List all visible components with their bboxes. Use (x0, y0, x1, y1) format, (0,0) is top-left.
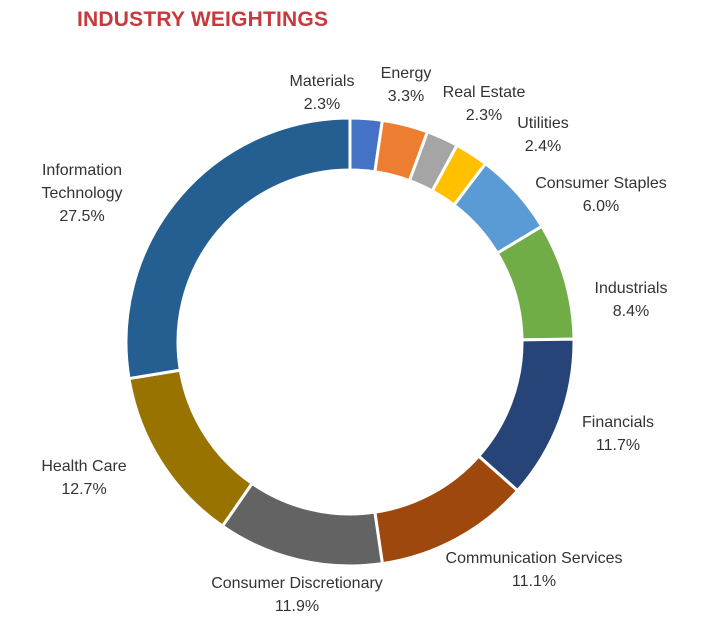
slice-consumer-discretionary (220, 481, 385, 568)
value-label: 12.7% (61, 481, 106, 498)
value-label: 11.1% (512, 573, 556, 590)
data-label-consumer-staples: Consumer Staples 6.0% (535, 175, 667, 215)
category-label: Utilities (517, 115, 569, 132)
value-label: 2.3% (304, 96, 340, 113)
value-label: 2.4% (525, 138, 561, 155)
chart-title: INDUSTRY WEIGHTINGS (77, 8, 329, 31)
category-label: Technology (42, 185, 123, 202)
value-label: 2.3% (466, 107, 502, 124)
category-label: Financials (582, 414, 654, 431)
data-label-utilities: Utilities 2.4% (517, 115, 569, 155)
value-label: 11.9% (275, 598, 319, 615)
category-label: Consumer Staples (535, 175, 667, 192)
category-label: Communication Services (446, 550, 623, 567)
slice-information-technology (124, 116, 352, 381)
value-label: 8.4% (613, 303, 649, 320)
category-label: Industrials (595, 280, 668, 297)
value-label: 11.7% (596, 437, 640, 454)
data-label-health-care: Health Care 12.7% (41, 458, 126, 498)
category-label: Energy (381, 65, 432, 82)
data-label-real-estate: Real Estate 2.3% (443, 84, 526, 124)
data-label-communication-services: Communication Services 11.1% (446, 550, 623, 590)
value-label: 3.3% (388, 88, 424, 105)
data-label-energy: Energy 3.3% (381, 65, 432, 105)
slice-health-care (127, 368, 255, 529)
data-label-consumer-discretionary: Consumer Discretionary 11.9% (211, 575, 383, 615)
category-label: Consumer Discretionary (211, 575, 383, 592)
category-label: Health Care (41, 458, 126, 475)
slice-communication-services (373, 454, 520, 566)
data-label-information-technology: Information Technology 27.5% (42, 162, 123, 225)
category-label: Real Estate (443, 84, 526, 101)
category-label: Information (42, 162, 122, 179)
value-label: 6.0% (583, 198, 619, 215)
category-label: Materials (290, 73, 355, 90)
value-label: 27.5% (59, 208, 104, 225)
data-label-industrials: Industrials 8.4% (595, 280, 668, 320)
data-label-materials: Materials 2.3% (290, 73, 355, 113)
data-label-financials: Financials 11.7% (582, 414, 654, 454)
